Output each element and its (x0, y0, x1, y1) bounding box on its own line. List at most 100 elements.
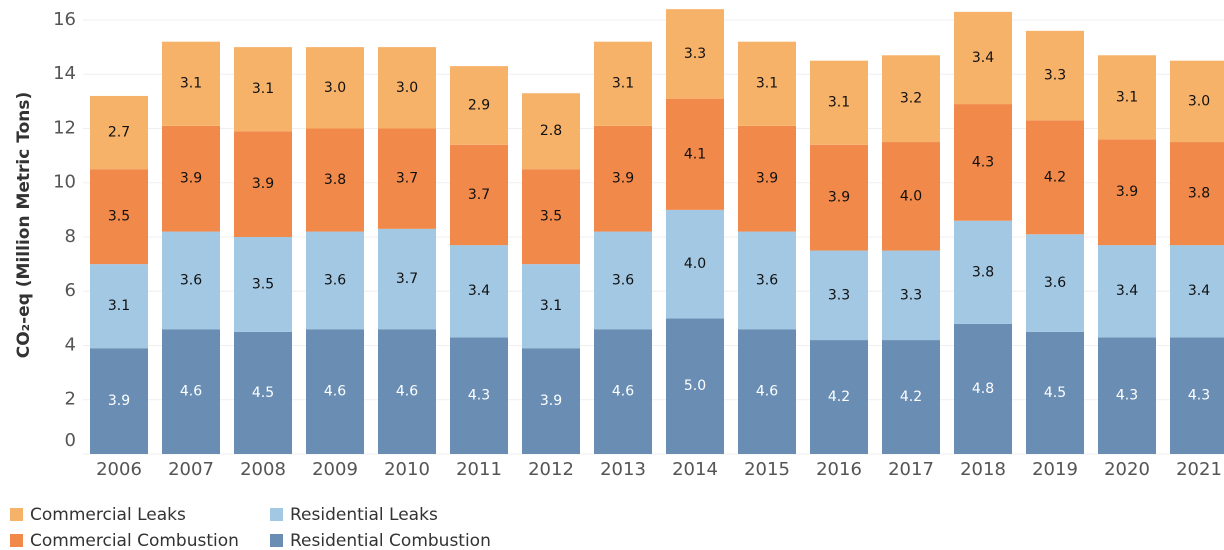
value-label: 3.8 (324, 172, 346, 188)
value-label: 3.3 (684, 46, 706, 62)
value-label: 4.6 (756, 384, 778, 400)
bar-segment (378, 47, 436, 129)
value-label: 3.8 (1188, 186, 1210, 202)
bar-segment (1098, 337, 1156, 454)
y-tick-label: 12 (53, 117, 76, 138)
x-tick-label: 2021 (1176, 459, 1222, 480)
value-label: 3.5 (108, 209, 130, 225)
bar-segment (306, 47, 364, 129)
y-tick-label: 4 (65, 334, 76, 355)
bar-segment (306, 128, 364, 232)
bar-segment (882, 340, 940, 454)
bar-segment (1098, 55, 1156, 140)
value-label: 3.1 (252, 81, 274, 97)
bar-segment (450, 144, 508, 246)
value-label: 4.3 (468, 388, 490, 404)
bar-segment (954, 104, 1012, 221)
bar-segment (90, 348, 148, 454)
value-label: 3.1 (108, 298, 130, 314)
bar-segment (666, 209, 724, 319)
bar-segment (810, 340, 868, 454)
bar-segment (954, 11, 1012, 105)
legend-swatch (10, 534, 23, 547)
bar-segment (234, 131, 292, 237)
value-label: 3.4 (468, 283, 490, 299)
bar-segment (738, 125, 796, 232)
bar-segment (1170, 245, 1224, 338)
value-label: 4.3 (972, 154, 994, 170)
x-tick-label: 2008 (240, 459, 286, 480)
bar-segment (234, 47, 292, 132)
y-tick-label: 14 (53, 63, 76, 84)
value-label: 4.5 (1044, 385, 1066, 401)
bar-segment (882, 142, 940, 251)
value-label: 3.1 (612, 76, 634, 92)
value-label: 3.5 (540, 209, 562, 225)
bar-segment (162, 125, 220, 232)
bar-segment (522, 348, 580, 454)
value-label: 3.1 (828, 95, 850, 111)
value-label: 3.7 (396, 271, 418, 287)
value-label: 3.9 (1116, 184, 1138, 200)
legend-label: Commercial Combustion (30, 531, 239, 550)
bar-segment (1098, 245, 1156, 338)
bar-segment (666, 9, 724, 99)
legend-swatch (10, 508, 23, 521)
value-label: 3.3 (1044, 68, 1066, 84)
bar-segment (666, 98, 724, 210)
y-tick-label: 10 (53, 172, 76, 193)
x-tick-label: 2011 (456, 459, 502, 480)
bar-segment (1026, 30, 1084, 121)
bar-segment (594, 125, 652, 232)
bar-segment (666, 318, 724, 454)
bar-segment (594, 231, 652, 330)
value-label: 4.2 (828, 389, 850, 405)
x-tick-label: 2018 (960, 459, 1006, 480)
value-label: 3.1 (180, 76, 202, 92)
value-label: 4.6 (324, 384, 346, 400)
bar-segment (234, 331, 292, 454)
bar-segment (378, 128, 436, 229)
bar-segment (810, 60, 868, 145)
x-tick-label: 2013 (600, 459, 646, 480)
x-tick-label: 2009 (312, 459, 358, 480)
bar-segment (90, 264, 148, 349)
value-label: 3.6 (324, 272, 346, 288)
x-tick-label: 2010 (384, 459, 430, 480)
x-tick-label: 2015 (744, 459, 790, 480)
bar-segment (450, 66, 508, 145)
value-label: 3.6 (180, 272, 202, 288)
value-label: 3.7 (468, 187, 490, 203)
value-label: 4.5 (252, 385, 274, 401)
value-label: 3.3 (900, 287, 922, 303)
value-label: 3.3 (828, 287, 850, 303)
value-label: 3.9 (180, 171, 202, 187)
bar-segment (378, 329, 436, 454)
value-label: 4.0 (684, 256, 706, 272)
bar-segment (1026, 331, 1084, 454)
bar-segment (90, 95, 148, 170)
x-tick-label: 2014 (672, 459, 718, 480)
value-label: 4.3 (1116, 388, 1138, 404)
x-tick-label: 2006 (96, 459, 142, 480)
bar-segment (90, 169, 148, 265)
value-label: 3.6 (756, 272, 778, 288)
bar-segment (162, 231, 220, 330)
value-label: 3.0 (396, 80, 418, 96)
value-label: 3.0 (1188, 93, 1210, 109)
value-label: 3.9 (828, 190, 850, 206)
bar-segment (954, 220, 1012, 324)
bar-segment (810, 250, 868, 341)
y-axis-label: CO₂-eq (Million Metric Tons) (14, 92, 34, 359)
value-label: 3.1 (1116, 89, 1138, 105)
y-tick-label: 2 (65, 389, 76, 410)
bar-segment (1170, 337, 1224, 454)
y-tick-label: 6 (65, 280, 76, 301)
value-label: 4.6 (612, 384, 634, 400)
value-label: 4.2 (900, 389, 922, 405)
bar-segment (1098, 139, 1156, 246)
value-label: 3.4 (1188, 283, 1210, 299)
value-label: 3.2 (900, 91, 922, 107)
bar-segment (306, 329, 364, 454)
